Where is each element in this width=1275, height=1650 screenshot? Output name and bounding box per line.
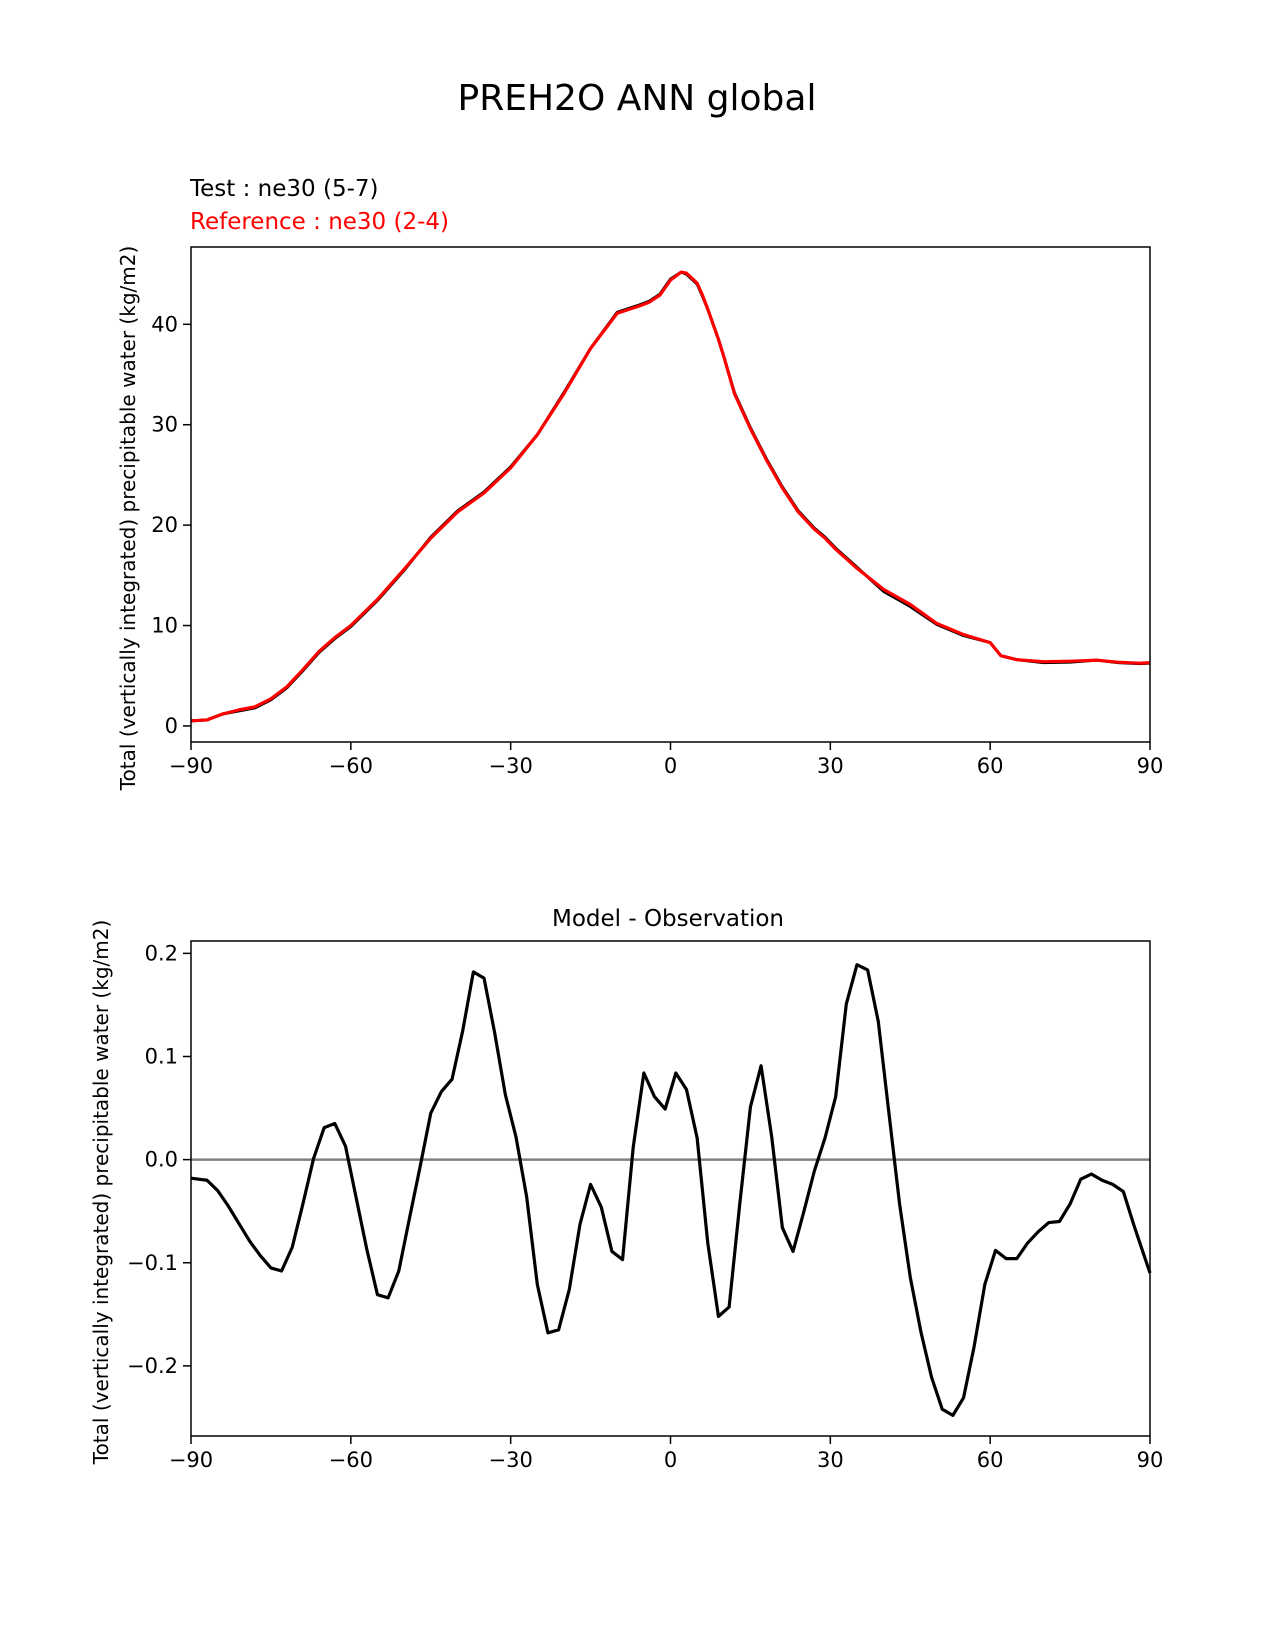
y-tick-label: −0.2 bbox=[127, 1354, 178, 1378]
precipitable-water-chart: Test : ne30 (5-7) Reference : ne30 (2-4)… bbox=[116, 176, 1163, 791]
y-axis-label: Total (vertically integrated) precipitab… bbox=[89, 920, 113, 1466]
x-tick-label: −30 bbox=[489, 754, 533, 778]
y-tick-label: 0.2 bbox=[145, 941, 178, 965]
x-tick-label: 30 bbox=[817, 754, 844, 778]
x-tick-label: −30 bbox=[489, 1448, 533, 1472]
difference-series-line bbox=[190, 963, 1152, 1417]
x-tick-label: −90 bbox=[169, 1448, 213, 1472]
x-tick-label: 60 bbox=[977, 1448, 1004, 1472]
x-tick-label: −60 bbox=[329, 1448, 373, 1472]
y-tick-label: −0.1 bbox=[127, 1251, 178, 1275]
y-tick-label: 0.1 bbox=[145, 1045, 178, 1069]
figure-title: PREH2O ANN global bbox=[458, 78, 817, 119]
reference-label: Reference : ne30 (2-4) bbox=[190, 209, 449, 235]
y-tick-label: 0 bbox=[165, 714, 178, 738]
x-tick-label: 60 bbox=[977, 754, 1004, 778]
y-tick-label: 20 bbox=[151, 513, 178, 537]
x-tick-label: 0 bbox=[664, 1448, 677, 1472]
x-tick-label: 90 bbox=[1137, 1448, 1164, 1472]
y-tick-label: 30 bbox=[151, 413, 178, 437]
reference-series-line bbox=[190, 270, 1151, 723]
x-tick-label: −60 bbox=[329, 754, 373, 778]
x-tick-label: 30 bbox=[817, 1448, 844, 1472]
x-tick-label: −90 bbox=[169, 754, 213, 778]
plot-frame bbox=[190, 940, 1151, 1437]
y-tick-label: 40 bbox=[151, 312, 178, 336]
model-minus-observation-chart: Model - Observation Total (vertically in… bbox=[89, 906, 1163, 1472]
plot-frame bbox=[190, 246, 1151, 743]
test-label: Test : ne30 (5-7) bbox=[189, 176, 378, 202]
x-tick-label: 0 bbox=[664, 754, 677, 778]
x-tick-label: 90 bbox=[1137, 754, 1164, 778]
y-tick-label: 10 bbox=[151, 614, 178, 638]
test-series-line bbox=[190, 270, 1151, 723]
y-axis-label: Total (vertically integrated) precipitab… bbox=[116, 246, 140, 792]
chart-title: Model - Observation bbox=[552, 906, 784, 932]
y-tick-label: 0.0 bbox=[145, 1148, 178, 1172]
